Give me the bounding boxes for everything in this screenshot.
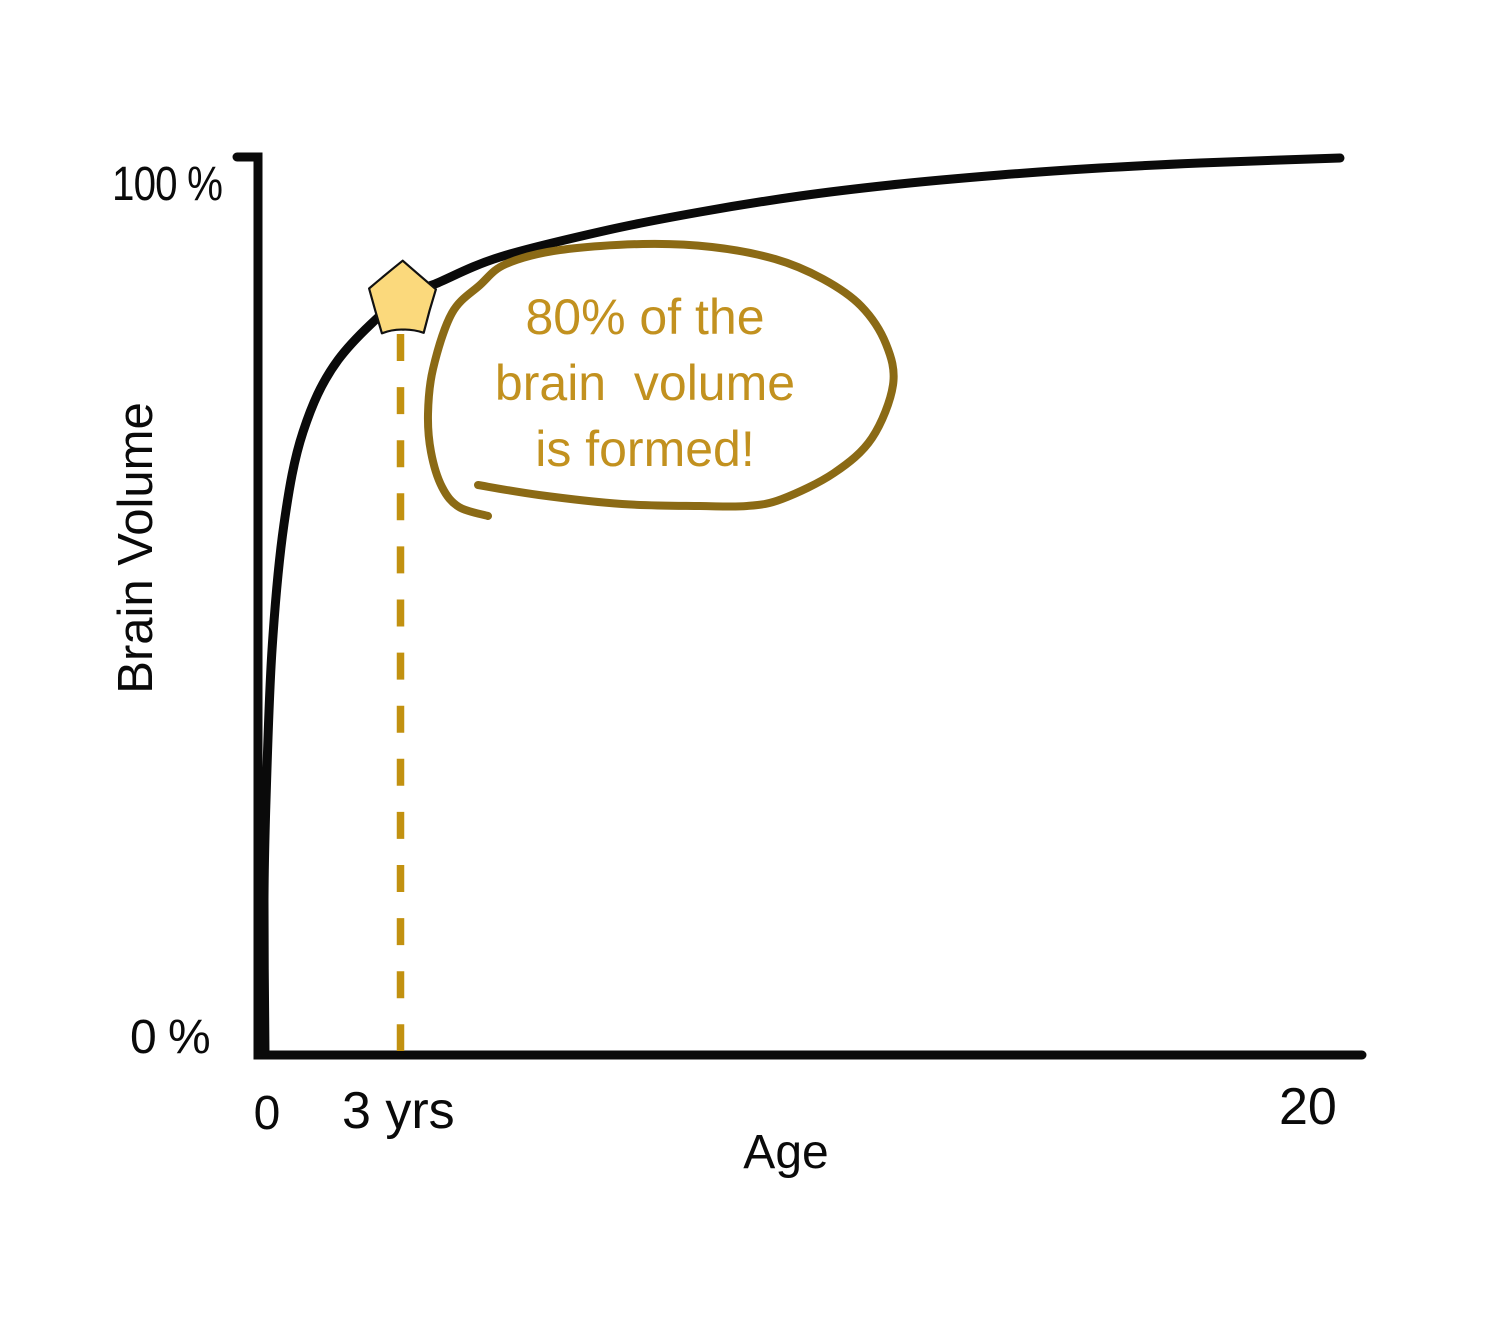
svg-text:brain volume: brain volume: [495, 355, 795, 411]
svg-text:0 %: 0 %: [130, 1011, 210, 1064]
svg-text:80% of the: 80% of the: [525, 289, 764, 345]
svg-text:20: 20: [1279, 1078, 1337, 1136]
svg-text:100 %: 100 %: [112, 158, 222, 211]
svg-text:0: 0: [254, 1087, 281, 1140]
svg-text:is formed!: is formed!: [535, 421, 755, 477]
svg-text:3 yrs: 3 yrs: [342, 1082, 455, 1140]
svg-text:Brain Volume: Brain Volume: [109, 402, 163, 693]
svg-text:Age: Age: [743, 1126, 828, 1179]
